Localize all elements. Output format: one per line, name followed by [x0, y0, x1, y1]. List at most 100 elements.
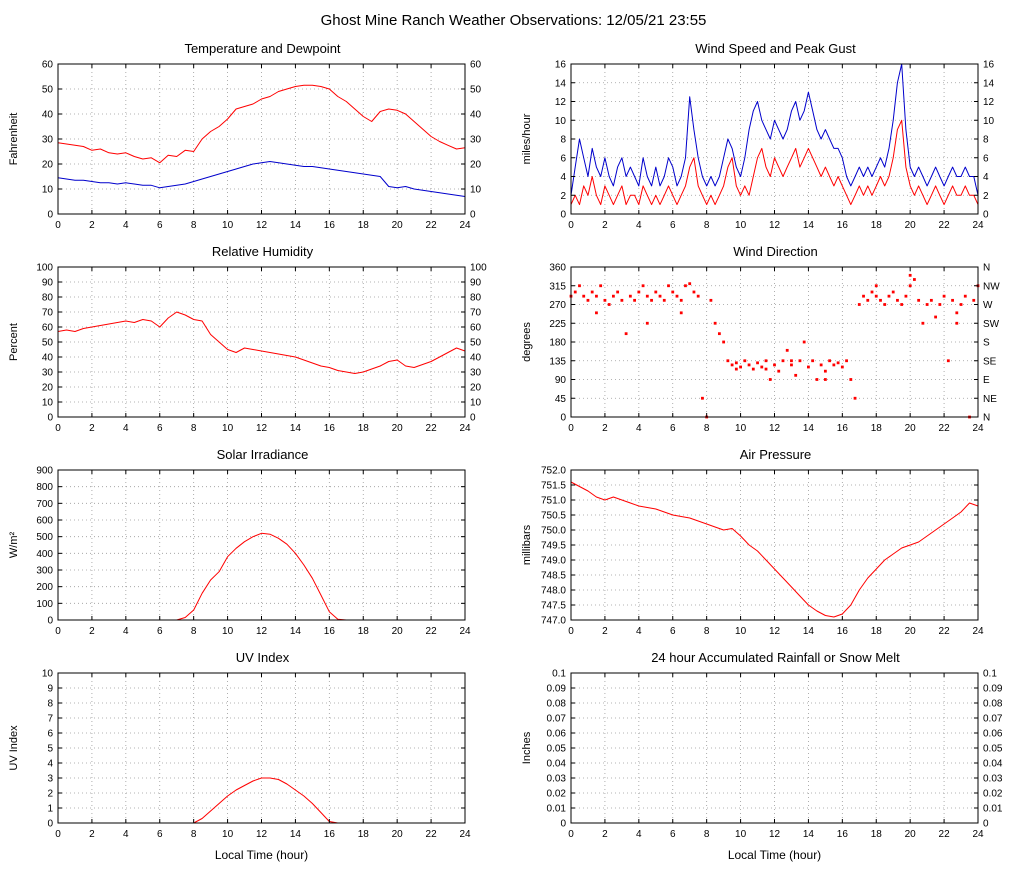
- svg-text:10: 10: [42, 669, 54, 680]
- svg-text:16: 16: [324, 626, 336, 637]
- svg-text:30: 30: [42, 135, 54, 146]
- svg-text:6: 6: [157, 220, 163, 231]
- svg-text:24: 24: [459, 829, 471, 840]
- svg-text:7: 7: [47, 714, 53, 725]
- svg-text:20: 20: [392, 829, 404, 840]
- svg-text:70: 70: [42, 308, 54, 319]
- svg-text:4: 4: [636, 220, 642, 231]
- svg-text:0.05: 0.05: [983, 744, 1003, 755]
- svg-text:10: 10: [735, 626, 747, 637]
- svg-text:2: 2: [47, 789, 53, 800]
- svg-text:0.01: 0.01: [983, 804, 1003, 815]
- chart-temperature-dewpoint: Temperature and Dewpoint 024681012141618…: [4, 33, 509, 236]
- svg-text:14: 14: [290, 829, 302, 840]
- svg-text:24: 24: [972, 220, 984, 231]
- chart-rainfall: 24 hour Accumulated Rainfall or Snow Mel…: [517, 642, 1022, 867]
- svg-text:W/m²: W/m²: [8, 532, 20, 559]
- svg-text:60: 60: [42, 323, 54, 334]
- svg-text:20: 20: [392, 423, 404, 434]
- svg-text:14: 14: [803, 626, 815, 637]
- svg-text:100: 100: [36, 599, 53, 610]
- chart-wind-direction: Wind Direction 0246810121416182022240N45…: [517, 236, 1022, 439]
- chart-canvas-rainfall: 024681012141618202224000.010.010.020.020…: [517, 665, 1022, 867]
- chart-canvas-relative-humidity: 0246810121416182022240010102020303040405…: [4, 259, 509, 439]
- svg-text:22: 22: [426, 423, 438, 434]
- svg-text:NW: NW: [983, 281, 1000, 292]
- svg-text:90: 90: [555, 375, 567, 386]
- svg-text:SE: SE: [983, 356, 997, 367]
- svg-text:800: 800: [36, 482, 53, 493]
- svg-text:20: 20: [392, 626, 404, 637]
- svg-text:50: 50: [42, 85, 54, 96]
- svg-text:90: 90: [42, 278, 54, 289]
- svg-text:4: 4: [123, 829, 129, 840]
- svg-text:80: 80: [42, 293, 54, 304]
- svg-text:18: 18: [358, 220, 370, 231]
- svg-text:4: 4: [636, 829, 642, 840]
- svg-text:20: 20: [42, 383, 54, 394]
- svg-text:10: 10: [222, 423, 234, 434]
- svg-text:100: 100: [36, 263, 53, 274]
- svg-text:30: 30: [470, 135, 482, 146]
- svg-text:750.5: 750.5: [541, 511, 566, 522]
- svg-text:0.03: 0.03: [547, 774, 567, 785]
- svg-text:10: 10: [222, 220, 234, 231]
- svg-text:6: 6: [157, 829, 163, 840]
- svg-text:6: 6: [983, 153, 989, 164]
- svg-text:8: 8: [704, 829, 710, 840]
- svg-text:4: 4: [123, 220, 129, 231]
- svg-text:S: S: [983, 338, 990, 349]
- svg-text:4: 4: [47, 759, 53, 770]
- svg-text:24: 24: [459, 423, 471, 434]
- svg-text:3: 3: [47, 774, 53, 785]
- svg-text:2: 2: [89, 423, 95, 434]
- svg-text:22: 22: [426, 220, 438, 231]
- svg-text:22: 22: [939, 423, 951, 434]
- svg-text:60: 60: [470, 323, 482, 334]
- svg-text:0: 0: [560, 413, 566, 424]
- svg-text:18: 18: [871, 423, 883, 434]
- svg-text:30: 30: [470, 368, 482, 379]
- chart-canvas-uv-index: 024681012141618202224012345678910UV Inde…: [4, 665, 509, 867]
- svg-text:40: 40: [42, 353, 54, 364]
- svg-text:6: 6: [670, 423, 676, 434]
- svg-text:4: 4: [983, 172, 989, 183]
- svg-text:0.07: 0.07: [983, 714, 1003, 725]
- svg-text:0: 0: [560, 819, 566, 830]
- svg-text:200: 200: [36, 582, 53, 593]
- svg-text:4: 4: [123, 626, 129, 637]
- svg-text:Inches: Inches: [521, 731, 533, 764]
- svg-text:12: 12: [769, 829, 781, 840]
- svg-text:8: 8: [47, 699, 53, 710]
- svg-text:16: 16: [837, 423, 849, 434]
- svg-text:0.06: 0.06: [983, 729, 1003, 740]
- svg-text:12: 12: [769, 423, 781, 434]
- svg-text:22: 22: [426, 829, 438, 840]
- svg-text:0: 0: [47, 616, 53, 627]
- svg-text:0: 0: [470, 210, 476, 221]
- chart-wind-speed-gust: Wind Speed and Peak Gust 024681012141618…: [517, 33, 1022, 236]
- svg-text:748.5: 748.5: [541, 571, 566, 582]
- svg-text:16: 16: [837, 220, 849, 231]
- svg-text:16: 16: [837, 626, 849, 637]
- svg-text:2: 2: [602, 829, 608, 840]
- svg-text:0: 0: [47, 413, 53, 424]
- svg-text:4: 4: [123, 423, 129, 434]
- svg-text:20: 20: [470, 160, 482, 171]
- svg-text:0: 0: [55, 626, 61, 637]
- svg-text:14: 14: [803, 220, 815, 231]
- chart-canvas-air-pressure: 024681012141618202224747.0747.5748.0748.…: [517, 462, 1022, 642]
- svg-text:miles/hour: miles/hour: [521, 113, 533, 164]
- svg-text:2: 2: [602, 423, 608, 434]
- svg-text:12: 12: [983, 97, 995, 108]
- svg-text:E: E: [983, 375, 990, 386]
- svg-text:12: 12: [769, 626, 781, 637]
- svg-text:20: 20: [905, 829, 917, 840]
- svg-text:749.5: 749.5: [541, 541, 566, 552]
- chart-canvas-solar-irradiance: 0246810121416182022240100200300400500600…: [4, 462, 509, 642]
- svg-text:18: 18: [358, 626, 370, 637]
- svg-text:UV Index: UV Index: [8, 725, 20, 771]
- svg-text:0.09: 0.09: [983, 684, 1003, 695]
- svg-text:Local Time (hour): Local Time (hour): [728, 848, 821, 862]
- svg-text:10: 10: [42, 398, 54, 409]
